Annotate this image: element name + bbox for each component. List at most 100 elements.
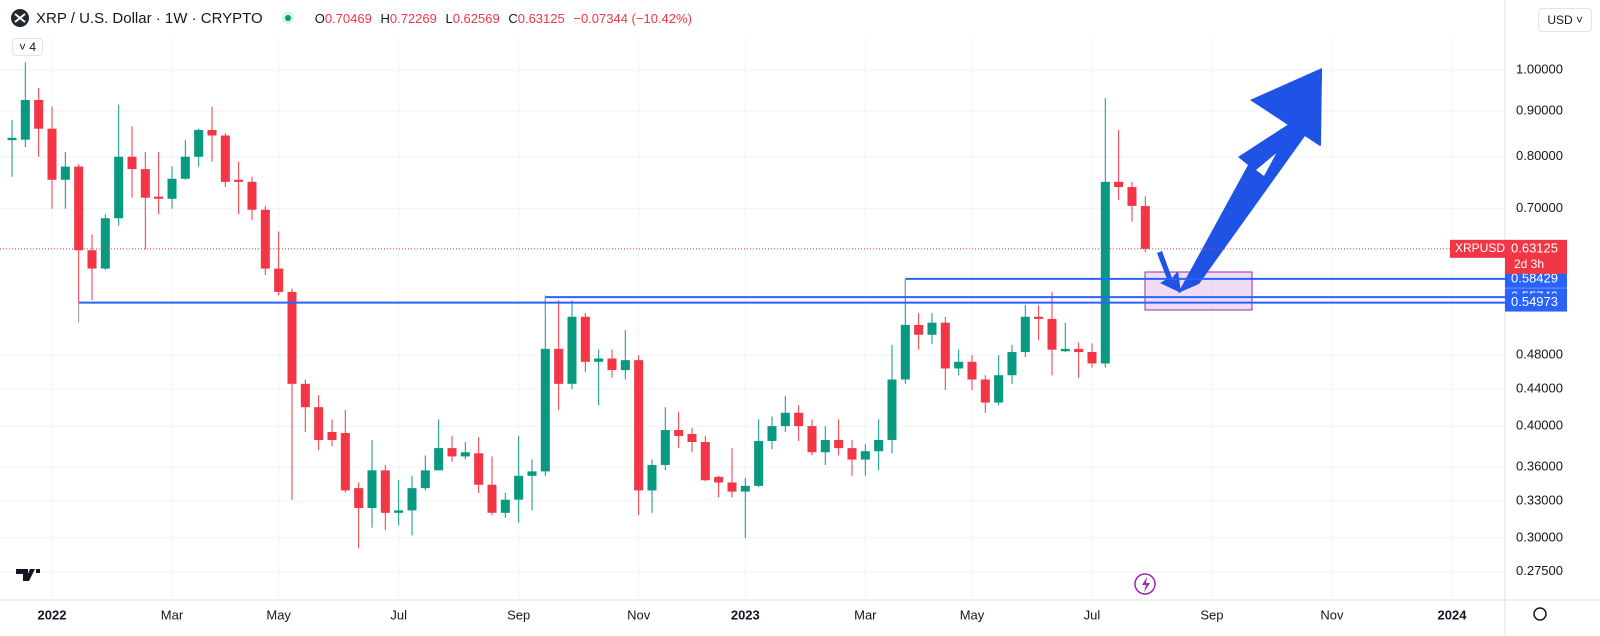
currency: USD [1547, 13, 1573, 27]
candle-body [74, 166, 84, 251]
level-label: 0.58429 [1511, 270, 1558, 285]
candle-body [714, 476, 724, 483]
candle-body [407, 488, 417, 511]
ohlc-key: C [508, 10, 518, 26]
candle-body [500, 499, 510, 513]
ohlc-key: O [314, 10, 325, 26]
candle-body [660, 430, 670, 465]
y-tick-label: 0.36000 [1516, 459, 1563, 474]
small-arrow [1157, 251, 1181, 293]
candle-body [1047, 318, 1057, 350]
currency-button[interactable]: USD ˅ [1538, 8, 1592, 32]
x-tick-label: Jul [390, 607, 407, 622]
candle-body [874, 439, 884, 452]
ohlc-value: 0.63125 [517, 10, 565, 26]
countdown: 2d 3h [1514, 257, 1544, 271]
candle-body [127, 156, 137, 170]
level-label-bg [1505, 293, 1567, 312]
x-tick-label: Sep [1200, 607, 1223, 622]
x-tick-label: Mar [854, 607, 877, 622]
price-label-bg [1505, 239, 1567, 274]
candle-body [314, 407, 324, 440]
candle-body [194, 130, 204, 157]
candle-body [340, 432, 350, 491]
settings-icon[interactable] [1533, 607, 1547, 621]
ohlc-value: 0.72269 [389, 10, 437, 26]
candle-body [474, 453, 484, 485]
price-label: 0.63125 [1511, 240, 1558, 255]
y-tick-label: 0.80000 [1516, 148, 1563, 163]
candle-body [634, 360, 644, 491]
y-tick-label: 0.90000 [1516, 102, 1563, 117]
candle-body [780, 412, 790, 427]
candle-body [180, 156, 190, 179]
candle-body [820, 439, 830, 453]
candle-body [300, 383, 310, 408]
candle-body [674, 430, 684, 436]
ohlc: O0.70469 H0.72269 L0.62569 C0.63125 −0.0… [315, 11, 697, 26]
indicator-count: 4 [29, 40, 37, 54]
symbol-icon [11, 9, 29, 27]
y-tick-label: 0.30000 [1516, 529, 1563, 544]
candle-body [807, 426, 817, 453]
candle-body [247, 181, 257, 210]
x-tick-label: Sep [507, 607, 530, 622]
candle-body [1074, 348, 1084, 353]
candle-body [1007, 352, 1017, 376]
candle-body [460, 452, 470, 457]
candle-body [220, 135, 230, 182]
candle-body [394, 510, 404, 513]
y-tick-label: 0.27500 [1516, 563, 1563, 578]
candle-body [700, 441, 710, 481]
x-tick-label: May [960, 607, 985, 622]
candle-body [420, 470, 430, 489]
x-tick-label: 2022 [38, 607, 67, 622]
candle-body [527, 471, 537, 476]
candle-body [567, 316, 577, 384]
candle-body [860, 451, 870, 460]
x-tick-label: Nov [1320, 607, 1344, 622]
ohlc-key: H [380, 10, 390, 26]
indicator-badge[interactable]: ˅ 4 [12, 38, 44, 56]
candle-body [34, 99, 44, 129]
candle-body [100, 218, 110, 269]
candle-body [887, 379, 897, 440]
big-arrow-head [1250, 68, 1322, 146]
candle-body [1140, 206, 1150, 249]
candle-body [740, 485, 750, 492]
candle-body [847, 448, 857, 460]
x-tick-label: 2023 [731, 607, 760, 622]
lightning-icon[interactable] [1134, 573, 1156, 595]
candle-body [140, 169, 150, 198]
y-tick-label: 1.00000 [1516, 61, 1563, 76]
candle-body [767, 426, 777, 441]
candle-body [154, 196, 164, 199]
x-tick-label: Nov [627, 607, 651, 622]
ohlc-key: L [445, 10, 453, 26]
candle-body [900, 324, 910, 380]
candle-body [967, 361, 977, 380]
candle-body [540, 348, 550, 472]
x-tick-label: 2024 [1438, 607, 1468, 622]
candle-body [274, 268, 284, 292]
candle-body [834, 439, 844, 449]
candle-body [620, 360, 630, 371]
candle-body [207, 130, 217, 136]
y-tick-label: 0.44000 [1516, 381, 1563, 396]
change: −0.07344 (−10.42%) [573, 10, 692, 26]
candle-body [287, 291, 297, 384]
candle-body [794, 412, 804, 427]
candle-body [7, 137, 17, 141]
y-tick-label: 0.48000 [1516, 347, 1563, 362]
candle-body [87, 250, 97, 269]
candle-body [687, 433, 697, 442]
candle-body [1100, 181, 1110, 364]
candle-body [554, 348, 564, 384]
candle-body [327, 431, 337, 440]
candle-body [434, 448, 444, 471]
level-label: 0.54973 [1511, 294, 1558, 309]
candle-body [754, 440, 764, 486]
candle-body [514, 475, 524, 500]
candle-body [914, 324, 924, 335]
market-status [281, 12, 294, 24]
